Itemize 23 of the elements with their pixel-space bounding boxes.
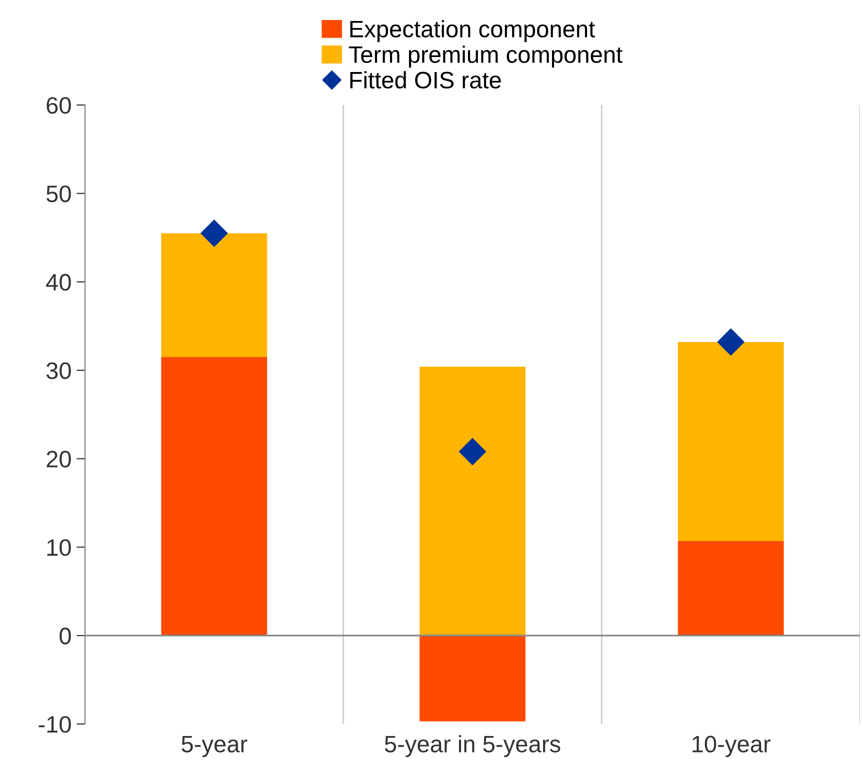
y-tick-label: 10 — [47, 539, 71, 556]
bar — [161, 233, 268, 358]
point — [459, 438, 486, 466]
y-tick-label: 50 — [46, 185, 71, 202]
point — [200, 220, 228, 247]
y-tick-label: 30 — [46, 362, 71, 380]
point — [717, 328, 744, 356]
y-tick-label: -10 — [38, 716, 71, 733]
y-tick-label: 20 — [46, 450, 71, 468]
x-tick-label: 10-year — [692, 736, 770, 758]
bar — [678, 540, 784, 636]
legend-label: Term premium component — [348, 46, 622, 68]
x-tick-label: 5-year in 5-years — [384, 735, 560, 758]
y-tick-label: 40 — [46, 274, 71, 291]
bar — [420, 636, 526, 722]
y-tick-label: 60 — [46, 97, 71, 114]
bar — [678, 342, 784, 541]
y-tick-label: 0 — [60, 628, 71, 644]
bar — [420, 366, 526, 636]
x-tick-label: 5-year — [182, 736, 248, 758]
legend-label: Expectation component — [350, 20, 595, 42]
legend-label: Fitted OIS rate — [350, 71, 501, 89]
bar — [161, 357, 268, 636]
